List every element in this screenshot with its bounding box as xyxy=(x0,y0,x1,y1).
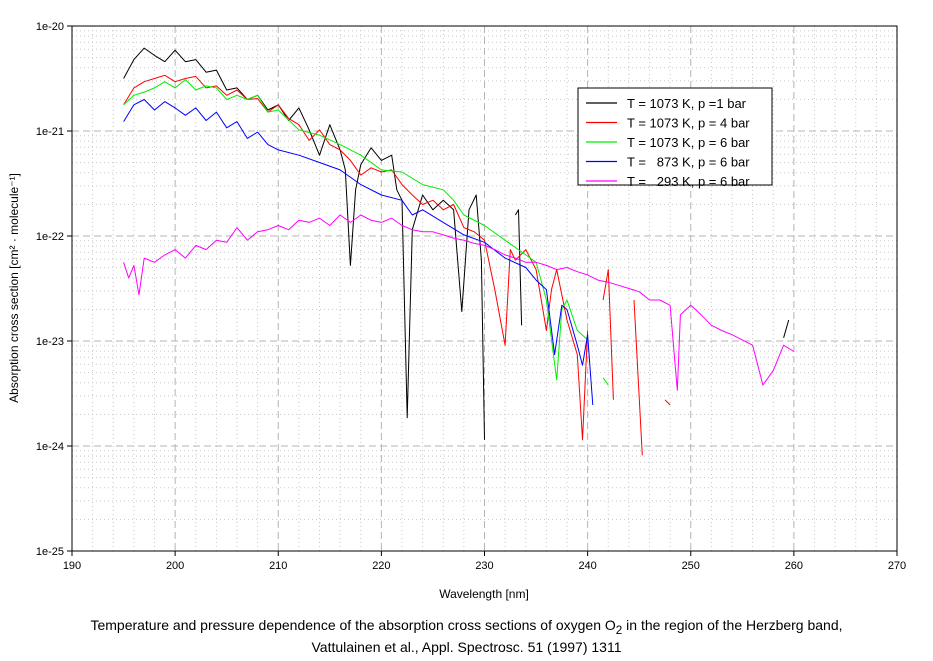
x-tick-label: 230 xyxy=(475,560,493,572)
y-tick-label: 1e-21 xyxy=(36,126,64,138)
y-tick-label: 1e-25 xyxy=(36,546,64,558)
legend-label: T = 1073 K, p = 4 bar xyxy=(627,116,750,131)
legend-label: T = 1073 K, p = 6 bar xyxy=(627,135,750,150)
x-tick-label: 270 xyxy=(888,560,906,572)
y-axis-label: Absorption cross section [cm² · molecule… xyxy=(7,173,21,403)
y-tick-label: 1e-23 xyxy=(36,336,64,348)
axis-ticks: 190 200 210 220 230 240 250 260 270 1e-25 1e-24 1e-… xyxy=(36,21,906,572)
legend-box xyxy=(577,87,773,186)
series-line-5 xyxy=(123,214,795,391)
legend-label: T = 293 K, p = 6 bar xyxy=(627,174,750,189)
legend: T = 1073 K, p =1 bar T = 1073 K, p = 4 ba… xyxy=(577,87,773,189)
x-axis-label: Wavelength [nm] xyxy=(439,587,529,601)
caption-subscript: 2 xyxy=(615,623,623,637)
legend-label: T = 873 K, p = 6 bar xyxy=(627,155,750,170)
caption-text: Temperature and pressure dependence of t… xyxy=(90,617,616,633)
series-line-1 xyxy=(783,319,790,338)
x-tick-label: 190 xyxy=(63,560,81,572)
series-line-2 xyxy=(123,74,589,441)
series-line-1 xyxy=(514,209,523,326)
series-lines xyxy=(123,47,795,456)
series-line-2 xyxy=(602,269,614,400)
series-line-4 xyxy=(123,99,594,406)
grid xyxy=(72,26,897,551)
series-line-2 xyxy=(664,399,671,406)
x-tick-label: 240 xyxy=(578,560,596,572)
x-tick-label: 250 xyxy=(682,560,700,572)
y-tick-label: 1e-20 xyxy=(36,21,64,33)
series-line-3 xyxy=(123,79,588,381)
x-tick-label: 220 xyxy=(372,560,390,572)
series-line-2 xyxy=(633,299,643,456)
caption-text: in the region of the Herzberg band, xyxy=(622,617,843,633)
x-tick-label: 210 xyxy=(269,560,287,572)
caption-line-2: Vattulainen et al., Appl. Spectrosc. 51 … xyxy=(311,639,622,655)
legend-label: T = 1073 K, p =1 bar xyxy=(627,96,747,111)
x-tick-label: 200 xyxy=(166,560,184,572)
caption-line-1: Temperature and pressure dependence of t… xyxy=(0,617,933,637)
series-line-3 xyxy=(602,377,609,386)
y-tick-label: 1e-22 xyxy=(36,231,64,243)
y-tick-label: 1e-24 xyxy=(36,441,64,453)
series-line-1 xyxy=(123,47,485,440)
x-tick-label: 260 xyxy=(785,560,803,572)
